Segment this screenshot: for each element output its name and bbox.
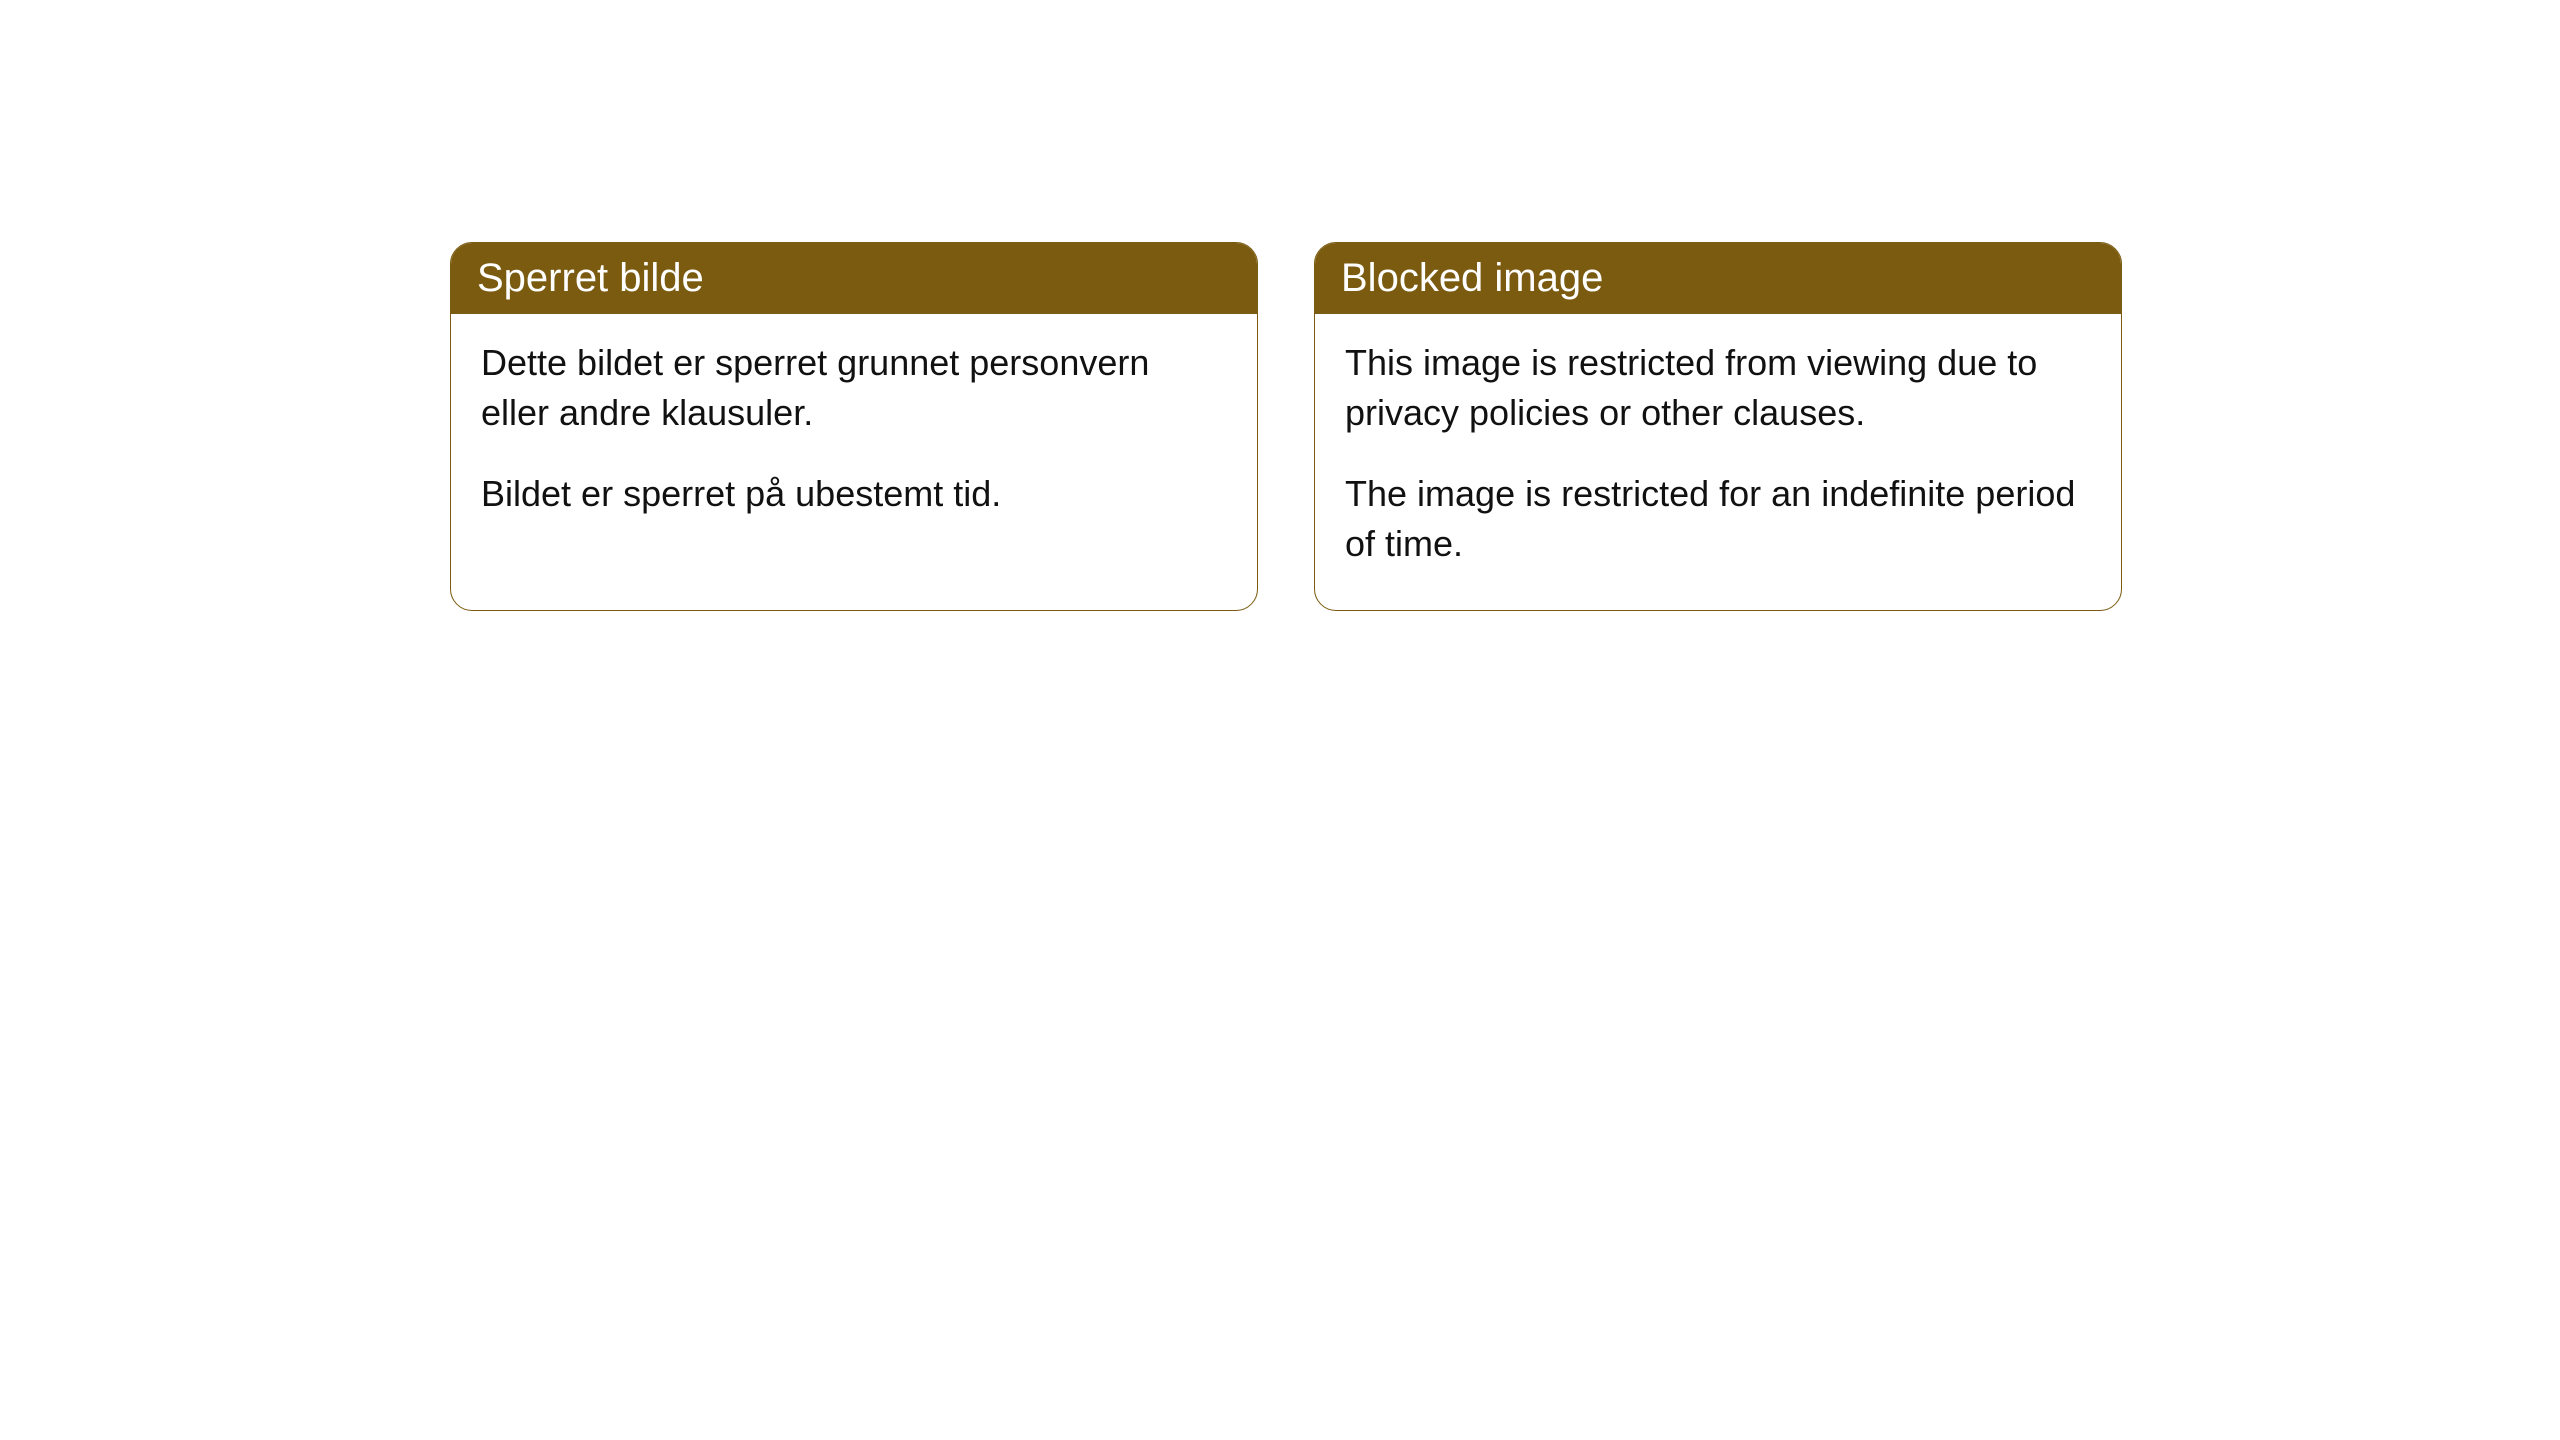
notice-card-english: Blocked image This image is restricted f… [1314, 242, 2122, 611]
notice-title: Sperret bilde [477, 256, 704, 300]
notice-paragraph: The image is restricted for an indefinit… [1345, 469, 2091, 570]
notice-paragraph: This image is restricted from viewing du… [1345, 338, 2091, 439]
notice-paragraph: Bildet er sperret på ubestemt tid. [481, 469, 1227, 519]
notice-paragraph: Dette bildet er sperret grunnet personve… [481, 338, 1227, 439]
notice-card-norwegian: Sperret bilde Dette bildet er sperret gr… [450, 242, 1258, 611]
notice-header-english: Blocked image [1315, 243, 2121, 314]
notice-title: Blocked image [1341, 256, 1603, 300]
notice-container: Sperret bilde Dette bildet er sperret gr… [0, 0, 2560, 611]
notice-header-norwegian: Sperret bilde [451, 243, 1257, 314]
notice-body-english: This image is restricted from viewing du… [1315, 314, 2121, 610]
notice-body-norwegian: Dette bildet er sperret grunnet personve… [451, 314, 1257, 559]
